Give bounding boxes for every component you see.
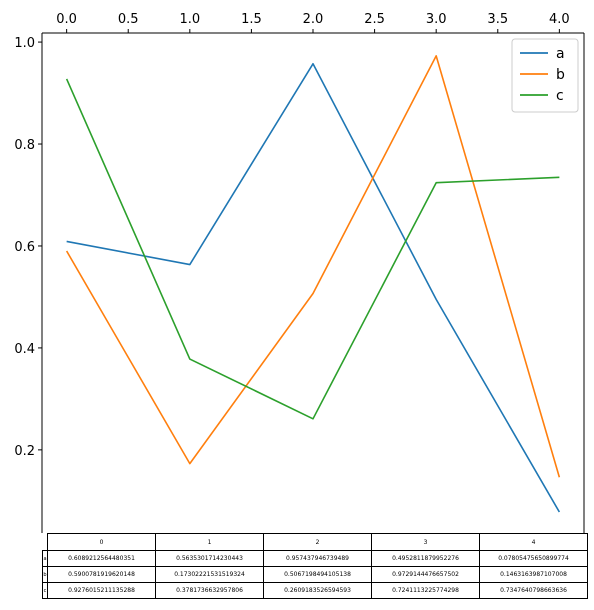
y-tick-label: 0.8 bbox=[14, 138, 35, 153]
table-cell: 0.17302221531519324 bbox=[155, 566, 264, 583]
y-tick-label: 0.6 bbox=[14, 240, 35, 255]
table-cell: 0.1463163987107008 bbox=[479, 566, 588, 583]
table-row: a 0.6089212564480351 0.5635301714230443 … bbox=[42, 550, 588, 567]
x-tick-label: 4.0 bbox=[549, 12, 570, 27]
series-line-a bbox=[66, 62, 561, 513]
x-tick-label: 0.5 bbox=[118, 12, 139, 27]
legend-label-b: b bbox=[556, 67, 565, 83]
x-tick-label: 1.5 bbox=[241, 12, 262, 27]
x-tick-label: 3.5 bbox=[487, 12, 508, 27]
table-col-header: 3 bbox=[371, 533, 480, 551]
data-table: 0 1 2 3 4 a 0.6089212564480351 0.5635301… bbox=[42, 533, 588, 599]
table-cell: 0.5635301714230443 bbox=[155, 550, 264, 567]
x-tick-label: 3.0 bbox=[426, 12, 447, 27]
y-tick-label: 1.0 bbox=[14, 36, 35, 51]
table-cell: 0.7241113225774298 bbox=[371, 582, 480, 599]
table-cell: 0.5067198494105138 bbox=[263, 566, 372, 583]
table-cell: 0.9276015211135288 bbox=[47, 582, 156, 599]
x-tick-label: 2.0 bbox=[303, 12, 324, 27]
table-cell: 0.6089212564480351 bbox=[47, 550, 156, 567]
series-line-b bbox=[65, 55, 561, 478]
line-chart: 0.0 0.5 1.0 1.5 2.0 2.5 3.0 3.5 4.0 0.2 0.4 0.6 0.8 1… bbox=[14, 12, 585, 533]
legend-label-a: a bbox=[556, 46, 565, 62]
x-tick-label: 2.5 bbox=[364, 12, 385, 27]
table-col-header: 4 bbox=[479, 533, 588, 551]
table-cell: 0.7347640798663636 bbox=[479, 582, 588, 599]
table-col-header: 2 bbox=[263, 533, 372, 551]
table-cell: 0.3781736632957806 bbox=[155, 582, 264, 599]
table-row: b 0.5900781919620148 0.17302221531519324… bbox=[42, 566, 588, 583]
table-cell: 0.9729144476657502 bbox=[371, 566, 480, 583]
series-line-c bbox=[65, 78, 560, 420]
table-cell: 0.4952811879952276 bbox=[371, 550, 480, 567]
table-cell: 0.5900781919620148 bbox=[47, 566, 156, 583]
table-cell: 0.07805475650899774 bbox=[479, 550, 588, 567]
y-tick-label: 0.2 bbox=[14, 444, 35, 459]
legend-label-c: c bbox=[556, 88, 564, 104]
table-col-header: 1 bbox=[155, 533, 264, 551]
table-header-row: 0 1 2 3 4 bbox=[43, 533, 588, 551]
x-tick-label: 1.0 bbox=[179, 12, 200, 27]
y-tick-label: 0.4 bbox=[14, 342, 35, 357]
table-cell: 0.2609183526594593 bbox=[263, 582, 372, 599]
table-cell: 0.957437946739489 bbox=[263, 550, 372, 567]
table-col-header: 0 bbox=[47, 533, 156, 551]
table-row: c 0.9276015211135288 0.3781736632957806 … bbox=[42, 582, 588, 599]
legend-box bbox=[511, 38, 579, 113]
x-tick-label: 0.0 bbox=[56, 12, 77, 27]
